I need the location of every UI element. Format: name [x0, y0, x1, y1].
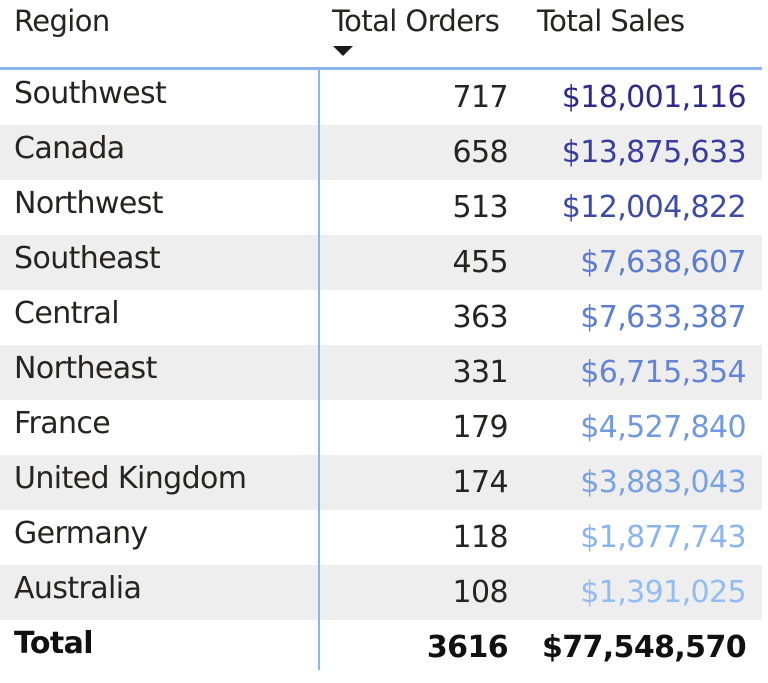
orders-cell: 174 [452, 465, 509, 500]
region-cell: Northeast [14, 351, 157, 386]
table-row[interactable]: Northwest 513 $12,004,822 [0, 180, 762, 235]
sales-cell: $13,875,633 [561, 135, 747, 170]
total-label: Total [14, 626, 94, 661]
table-row[interactable]: Southeast 455 $7,638,607 [0, 235, 762, 290]
column-divider [318, 67, 320, 670]
region-cell: Northwest [14, 186, 164, 221]
region-cell: Germany [14, 516, 148, 551]
table-row[interactable]: Canada 658 $13,875,633 [0, 125, 762, 180]
sales-cell: $6,715,354 [580, 355, 746, 390]
region-cell: Southwest [14, 76, 167, 111]
orders-cell: 118 [452, 520, 509, 555]
total-orders: 3616 [426, 630, 509, 665]
region-cell: France [14, 406, 111, 441]
table-header: Region Total Orders Total Sales [0, 0, 762, 70]
orders-cell: 108 [452, 575, 509, 610]
orders-cell: 658 [452, 135, 509, 170]
column-header-total-sales[interactable]: Total Sales [537, 4, 685, 38]
sales-cell: $3,883,043 [580, 465, 746, 500]
sales-cell: $18,001,116 [561, 80, 747, 115]
orders-cell: 331 [452, 355, 509, 390]
table-row[interactable]: Northeast 331 $6,715,354 [0, 345, 762, 400]
orders-cell: 455 [452, 245, 509, 280]
total-sales: $77,548,570 [541, 630, 747, 665]
total-row: Total 3616 $77,548,570 [0, 620, 762, 675]
sort-descending-arrow-icon[interactable] [333, 46, 353, 56]
region-cell: Central [14, 296, 120, 331]
orders-cell: 179 [452, 410, 509, 445]
sales-cell: $4,527,840 [580, 410, 746, 445]
table-row[interactable]: Southwest 717 $18,001,116 [0, 70, 762, 125]
column-header-total-orders[interactable]: Total Orders [332, 4, 500, 38]
table-row[interactable]: France 179 $4,527,840 [0, 400, 762, 455]
orders-cell: 717 [452, 80, 509, 115]
sales-cell: $7,633,387 [580, 300, 746, 335]
column-header-region[interactable]: Region [14, 4, 110, 38]
table-row[interactable]: Central 363 $7,633,387 [0, 290, 762, 345]
table-row[interactable]: Germany 118 $1,877,743 [0, 510, 762, 565]
table-body: Southwest 717 $18,001,116 Canada 658 $13,875,… [0, 70, 762, 620]
region-cell: Southeast [14, 241, 161, 276]
region-cell: Canada [14, 131, 125, 166]
orders-cell: 513 [452, 190, 509, 225]
table-row[interactable]: United Kingdom 174 $3,883,043 [0, 455, 762, 510]
sales-cell: $7,638,607 [580, 245, 746, 280]
table-row[interactable]: Australia 108 $1,391,025 [0, 565, 762, 620]
region-cell: Australia [14, 571, 142, 606]
sales-cell: $1,391,025 [580, 575, 746, 610]
orders-cell: 363 [452, 300, 509, 335]
sales-cell: $12,004,822 [561, 190, 747, 225]
region-cell: United Kingdom [14, 461, 247, 496]
sales-cell: $1,877,743 [580, 520, 746, 555]
